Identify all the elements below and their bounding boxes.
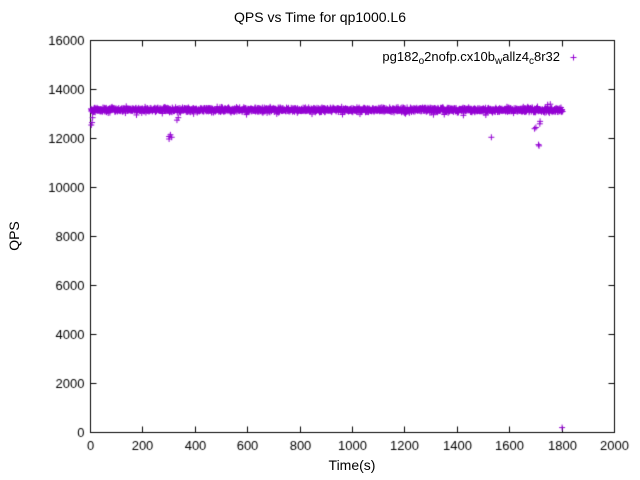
plot-canvas (0, 0, 640, 480)
chart-container: QPS vs Time for qp1000.L6 QPS Time(s) pg… (0, 0, 640, 480)
